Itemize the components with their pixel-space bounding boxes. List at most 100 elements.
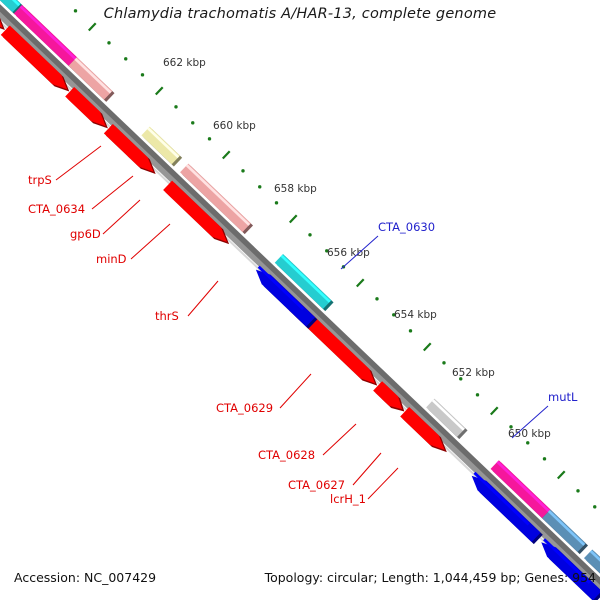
- red-gene-3-body[interactable]: [65, 87, 106, 127]
- axis-minor-tick: [207, 137, 212, 141]
- red-gene-5-highlight: [169, 181, 221, 231]
- accession-text: Accession: NC_007429: [14, 570, 157, 585]
- axis-minor-tick: [274, 201, 279, 205]
- gene-label-leader: [367, 467, 399, 500]
- axis-major-tick: [154, 86, 164, 96]
- axis-major-tick: [422, 342, 432, 352]
- red-gene-7[interactable]: [373, 381, 405, 412]
- gene-label-minD[interactable]: minD: [96, 252, 127, 266]
- axis-tick-label-layer: 662 kbp 660 kbp 658 kbp 656 kbp 654 kbp 652 k…: [163, 57, 551, 440]
- axis-minor-tick: [576, 489, 580, 493]
- axis-tick-label: 660 kbp: [213, 120, 256, 132]
- axis-major-tick: [288, 214, 298, 224]
- magenta-feature-mutL[interactable]: [490, 460, 553, 521]
- axis-minor-tick: [258, 185, 262, 189]
- axis-minor-tick: [241, 169, 245, 173]
- red-gene-2[interactable]: [0, 25, 70, 92]
- lightgray-feature-1-highlight: [589, 550, 600, 562]
- axis-tick-label: 654 kbp: [394, 309, 437, 321]
- gene-label-CTA_0627[interactable]: CTA_0627: [288, 478, 345, 492]
- axis-tick-label: 650 kbp: [508, 428, 551, 440]
- gene-label-lcrH_1[interactable]: lcrH_1: [330, 492, 366, 506]
- magenta-feature-mutL-highlight: [496, 460, 550, 513]
- axis-minor-tick: [107, 41, 111, 45]
- salmon-feature-trpS[interactable]: [68, 57, 115, 102]
- axis-minor-tick: [526, 441, 530, 445]
- blue-gene-3-highlight: [543, 538, 591, 585]
- gene-label-leader: [511, 405, 549, 439]
- axis-major-tick: [87, 22, 97, 32]
- axis-minor-tick: [392, 313, 396, 317]
- gene-label-leader-layer: [55, 145, 549, 500]
- gene-label-CTA_0628[interactable]: CTA_0628: [258, 448, 315, 462]
- red-gene-3-highlight: [71, 87, 100, 115]
- axis-major-tick: [355, 278, 365, 288]
- axis-minor-tick: [124, 57, 128, 61]
- red-gene-1[interactable]: [0, 0, 5, 30]
- salmon-feature-thrS[interactable]: [180, 163, 254, 235]
- gene-label-CTA_0630[interactable]: CTA_0630: [378, 220, 435, 234]
- blue-gene-2-body[interactable]: [471, 475, 541, 542]
- steelblue-feature-1-body[interactable]: [542, 509, 586, 552]
- red-gene-4-body[interactable]: [103, 123, 154, 172]
- blue-gene-3[interactable]: [541, 538, 600, 600]
- red-gene-8-highlight: [406, 407, 439, 439]
- gene-label-CTA_0629[interactable]: CTA_0629: [216, 401, 273, 415]
- gray-feature-CTA0627-body[interactable]: [426, 398, 466, 437]
- axis-major-tick: [556, 470, 566, 480]
- axis-major-tick: [221, 150, 231, 160]
- blue-gene-1-body[interactable]: [255, 269, 316, 327]
- blue-gene-1-highlight: [257, 265, 305, 311]
- axis-minor-tick: [442, 361, 446, 365]
- red-gene-5-body[interactable]: [163, 180, 227, 242]
- gene-label-mutL[interactable]: mutL: [548, 390, 578, 404]
- steelblue-feature-1[interactable]: [542, 509, 589, 555]
- axis-minor-tick: [174, 105, 178, 109]
- red-gene-1-body[interactable]: [0, 0, 3, 28]
- axis-minor-tick: [140, 73, 145, 77]
- cyan-feature-CTA0630-body[interactable]: [274, 254, 332, 309]
- gene-label-gp6D[interactable]: gp6D: [70, 227, 101, 241]
- axis-minor-tick: [308, 233, 312, 237]
- red-gene-8-body[interactable]: [400, 407, 445, 450]
- gene-label-thrS[interactable]: thrS: [155, 309, 179, 323]
- gene-label-leader: [279, 373, 312, 409]
- magenta-feature-1-body[interactable]: [13, 4, 77, 66]
- axis-minor-tick: [325, 249, 329, 253]
- red-gene-7-body[interactable]: [373, 381, 403, 410]
- red-gene-4[interactable]: [103, 123, 156, 174]
- axis-minor-tick: [475, 393, 480, 397]
- gene-label-trpS[interactable]: trpS: [28, 173, 52, 187]
- gene-label-CTA_0634[interactable]: CTA_0634: [28, 202, 85, 216]
- magenta-feature-mutL-body[interactable]: [490, 460, 551, 519]
- khaki-feature-gp6D[interactable]: [141, 126, 183, 167]
- red-gene-2-body[interactable]: [0, 25, 68, 90]
- gene-label-leader: [187, 280, 219, 317]
- salmon-feature-trpS-body[interactable]: [68, 57, 113, 100]
- salmon-feature-thrS-body[interactable]: [180, 163, 251, 232]
- gene-label-leader: [55, 145, 102, 181]
- gene-label-leader: [130, 223, 171, 260]
- steelblue-feature-1-highlight: [547, 510, 586, 546]
- lightgray-feature-1[interactable]: [583, 549, 600, 594]
- genome-stats-text: Topology: circular; Length: 1,044,459 bp…: [264, 570, 596, 585]
- khaki-feature-gp6D-highlight: [147, 127, 180, 159]
- axis-minor-tick: [459, 377, 463, 381]
- gray-feature-CTA0627[interactable]: [426, 398, 468, 440]
- gene-label-layer[interactable]: trpS CTA_0634 gp6D minD thrS CTA_0629 CTA_0628…: [28, 173, 578, 506]
- red-gene-7-highlight: [379, 381, 398, 400]
- axis-minor-tick: [73, 9, 78, 13]
- red-gene-3[interactable]: [65, 87, 108, 129]
- cyan-feature-CTA0630[interactable]: [274, 254, 334, 312]
- blue-gene-2[interactable]: [471, 471, 543, 545]
- red-gene-8[interactable]: [400, 407, 447, 453]
- blue-gene-1[interactable]: [255, 265, 318, 329]
- red-gene-5[interactable]: [163, 180, 230, 245]
- blue-gene-3-body[interactable]: [541, 542, 600, 600]
- gene-label-leader: [340, 235, 379, 270]
- magenta-feature-1[interactable]: [13, 4, 80, 69]
- khaki-feature-gp6D-body[interactable]: [141, 126, 180, 165]
